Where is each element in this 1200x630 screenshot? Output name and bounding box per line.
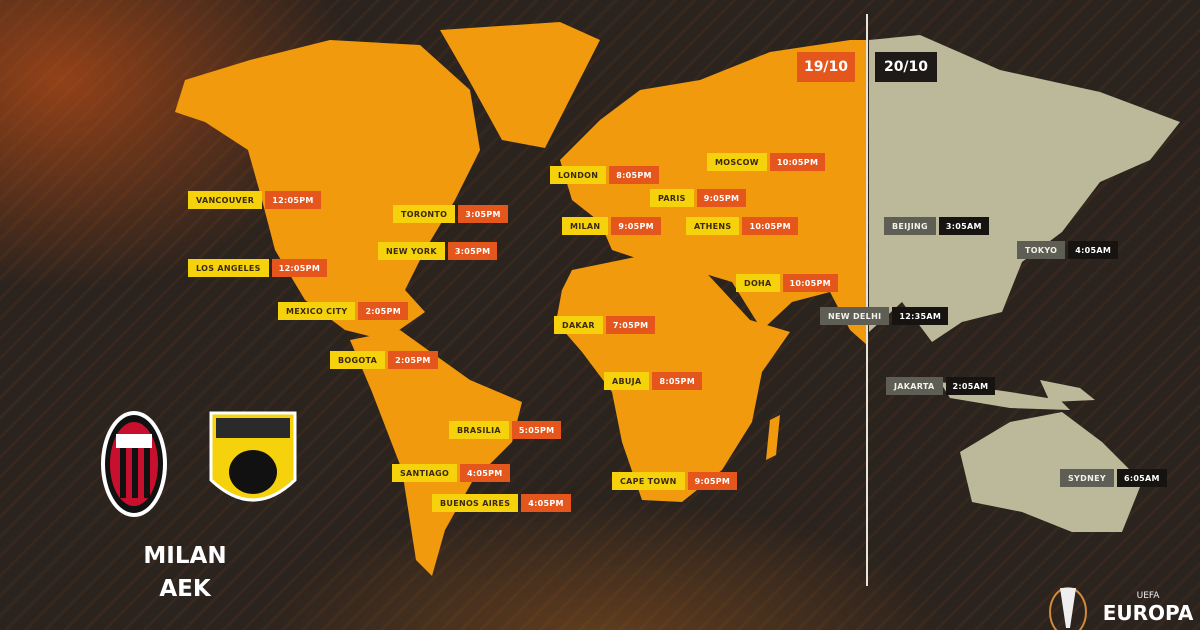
city-name: NEW DELHI [820, 307, 890, 325]
city-label-doha: DOHA 10:05PM [736, 274, 838, 292]
city-label-sydney: SYDNEY 6:05AM [1060, 469, 1167, 487]
ac-milan-logo [101, 411, 167, 517]
kickoff-time: 8:05PM [652, 372, 702, 390]
city-label-toronto: TORONTO 3:05PM [393, 205, 508, 223]
city-name: DAKAR [554, 316, 603, 334]
city-name: TOKYO [1017, 241, 1066, 259]
city-label-milan: MILAN 9:05PM [562, 217, 661, 235]
kickoff-time: 9:05PM [611, 217, 661, 235]
kickoff-time: 10:05PM [742, 217, 798, 235]
australia [960, 412, 1142, 532]
kickoff-time: 3:05AM [938, 217, 989, 235]
kickoff-time: 12:05PM [271, 259, 328, 277]
date-badge-day1: 19/10 [797, 52, 855, 82]
kickoff-time: 9:05PM [696, 189, 747, 207]
svg-text:UEFA: UEFA [1137, 591, 1161, 601]
asia-east [869, 35, 1180, 342]
city-label-new-york: NEW YORK 3:05PM [378, 242, 498, 260]
kickoff-time: 5:05PM [511, 421, 562, 439]
city-name: MILAN [562, 217, 609, 235]
svg-text:EUROPA: EUROPA [1103, 601, 1194, 625]
city-label-tokyo: TOKYO 4:05AM [1017, 241, 1119, 259]
date-line-divider [866, 14, 868, 586]
city-name: MEXICO CITY [278, 302, 356, 320]
city-name: JAKARTA [886, 377, 943, 395]
kickoff-time: 3:05PM [447, 242, 498, 260]
kickoff-time: 12:35AM [892, 307, 949, 325]
city-label-new-delhi: NEW DELHI 12:35AM [820, 307, 949, 325]
kickoff-time: 10:05PM [782, 274, 838, 292]
city-label-santiago: SANTIAGO 4:05PM [392, 464, 510, 482]
kickoff-time: 4:05PM [521, 494, 571, 512]
home-team-name: MILAN [143, 543, 227, 569]
city-name: BRASILIA [449, 421, 509, 439]
city-label-jakarta: JAKARTA 2:05AM [886, 377, 996, 395]
south-america [350, 330, 522, 576]
greenland [440, 22, 600, 148]
city-name: SANTIAGO [392, 464, 458, 482]
city-name: BOGOTA [330, 351, 386, 369]
date-badge-day2: 20/10 [875, 52, 937, 82]
europa-league-logo: UEFA EUROPA [1049, 587, 1194, 630]
city-name: DOHA [736, 274, 780, 292]
city-label-london: LONDON 8:05PM [550, 166, 659, 184]
madagascar [766, 415, 780, 460]
kickoff-time: 7:05PM [605, 316, 656, 334]
city-name: LONDON [550, 166, 607, 184]
city-label-brasilia: BRASILIA 5:05PM [449, 421, 562, 439]
kickoff-time: 2:05AM [945, 377, 996, 395]
city-name: TORONTO [393, 205, 456, 223]
kickoff-time: 2:05PM [388, 351, 438, 369]
city-label-abuja: ABUJA 8:05PM [604, 372, 702, 390]
city-label-buenos-aires: BUENOS AIRES 4:05PM [432, 494, 571, 512]
city-label-beijing: BEIJING 3:05AM [884, 217, 989, 235]
kickoff-time: 6:05AM [1116, 469, 1167, 487]
city-name: PARIS [650, 189, 694, 207]
new-guinea [1040, 380, 1095, 402]
kickoff-time: 3:05PM [458, 205, 508, 223]
north-america [175, 40, 480, 340]
kickoff-time: 4:05AM [1068, 241, 1119, 259]
city-name: BUENOS AIRES [432, 494, 519, 512]
city-label-dakar: DAKAR 7:05PM [554, 316, 656, 334]
city-label-los-angeles: LOS ANGELES 12:05PM [188, 259, 328, 277]
kickoff-time: 9:05PM [687, 472, 738, 490]
kickoff-time: 8:05PM [609, 166, 659, 184]
city-name: ABUJA [604, 372, 650, 390]
kickoff-time: 12:05PM [265, 191, 321, 209]
away-team-name: AEK [159, 576, 211, 602]
kickoff-time: 10:05PM [769, 153, 826, 171]
kickoff-time: 2:05PM [358, 302, 408, 320]
city-name: MOSCOW [707, 153, 767, 171]
city-name: VANCOUVER [188, 191, 263, 209]
city-label-moscow: MOSCOW 10:05PM [707, 153, 826, 171]
city-label-athens: ATHENS 10:05PM [686, 217, 798, 235]
city-label-mexico-city: MEXICO CITY 2:05PM [278, 302, 408, 320]
kickoff-time: 4:05PM [460, 464, 510, 482]
city-name: LOS ANGELES [188, 259, 269, 277]
city-label-paris: PARIS 9:05PM [650, 189, 747, 207]
city-name: SYDNEY [1060, 469, 1114, 487]
city-label-vancouver: VANCOUVER 12:05PM [188, 191, 321, 209]
city-name: ATHENS [686, 217, 740, 235]
city-label-bogota: BOGOTA 2:05PM [330, 351, 438, 369]
city-name: NEW YORK [378, 242, 445, 260]
city-name: CAPE TOWN [612, 472, 685, 490]
city-name: BEIJING [884, 217, 936, 235]
city-label-cape-town: CAPE TOWN 9:05PM [612, 472, 738, 490]
aek-logo [209, 411, 297, 502]
